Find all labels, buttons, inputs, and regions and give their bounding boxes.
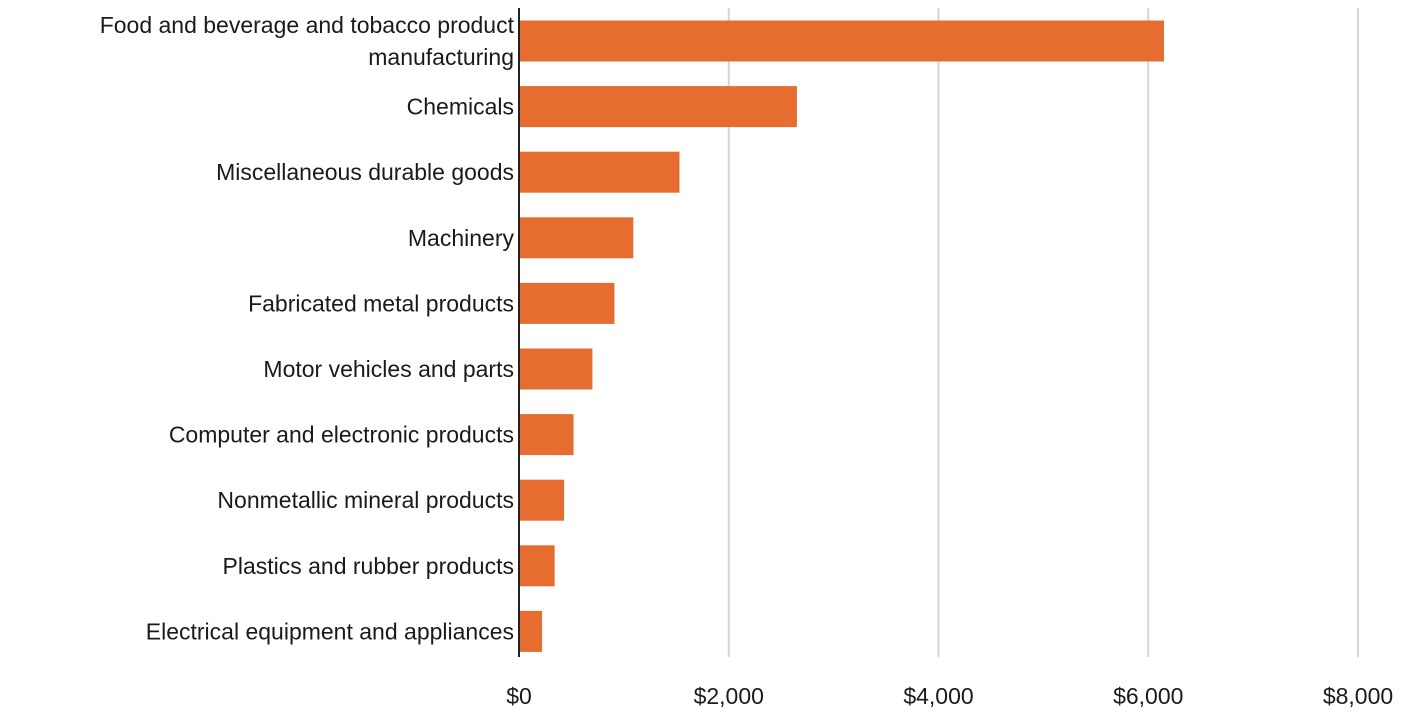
category-label: Computer and electronic products (169, 422, 514, 448)
bar (519, 20, 1164, 62)
bar (519, 151, 680, 193)
category-label-line: Motor vehicles and parts (263, 356, 514, 382)
category-label-line: Miscellaneous durable goods (216, 159, 514, 185)
category-label-line: Electrical equipment and appliances (146, 618, 514, 644)
category-label-line: Nonmetallic mineral products (217, 487, 514, 513)
bar (519, 414, 574, 456)
bar (519, 217, 634, 259)
bar (519, 348, 593, 390)
category-label-line: Machinery (408, 225, 515, 251)
x-tick-label: $8,000 (1323, 683, 1393, 709)
x-tick-label: $6,000 (1113, 683, 1183, 709)
bar (519, 282, 615, 324)
category-label: Fabricated metal products (248, 290, 514, 316)
category-label: Nonmetallic mineral products (217, 487, 514, 513)
bar (519, 479, 565, 521)
gridlines (727, 8, 1359, 657)
category-label: Food and beverage and tobacco product man… (100, 12, 515, 70)
x-tick-labels: $0 $2,000 $4,000 $6,000 $8,000 (506, 683, 1393, 709)
x-tick-label: $2,000 (694, 683, 764, 709)
category-label-line: Food and beverage and tobacco product (100, 12, 515, 38)
category-label-line: Plastics and rubber products (223, 553, 515, 579)
bars (519, 20, 1164, 652)
category-label-line: Chemicals (407, 94, 514, 120)
category-label: Miscellaneous durable goods (216, 159, 514, 185)
category-label-line: Fabricated metal products (248, 290, 514, 316)
category-label: Plastics and rubber products (223, 553, 515, 579)
bar (519, 86, 797, 128)
category-label: Electrical equipment and appliances (146, 618, 514, 644)
category-label: Chemicals (407, 94, 514, 120)
category-label-line: manufacturing (368, 44, 514, 70)
category-label: Machinery (408, 225, 515, 251)
bar (519, 610, 543, 652)
x-tick-label: $0 (506, 683, 532, 709)
category-label: Motor vehicles and parts (263, 356, 514, 382)
bar (519, 545, 555, 587)
category-label-line: Computer and electronic products (169, 422, 514, 448)
x-tick-label: $4,000 (903, 683, 973, 709)
category-labels: Food and beverage and tobacco product man… (100, 12, 515, 644)
